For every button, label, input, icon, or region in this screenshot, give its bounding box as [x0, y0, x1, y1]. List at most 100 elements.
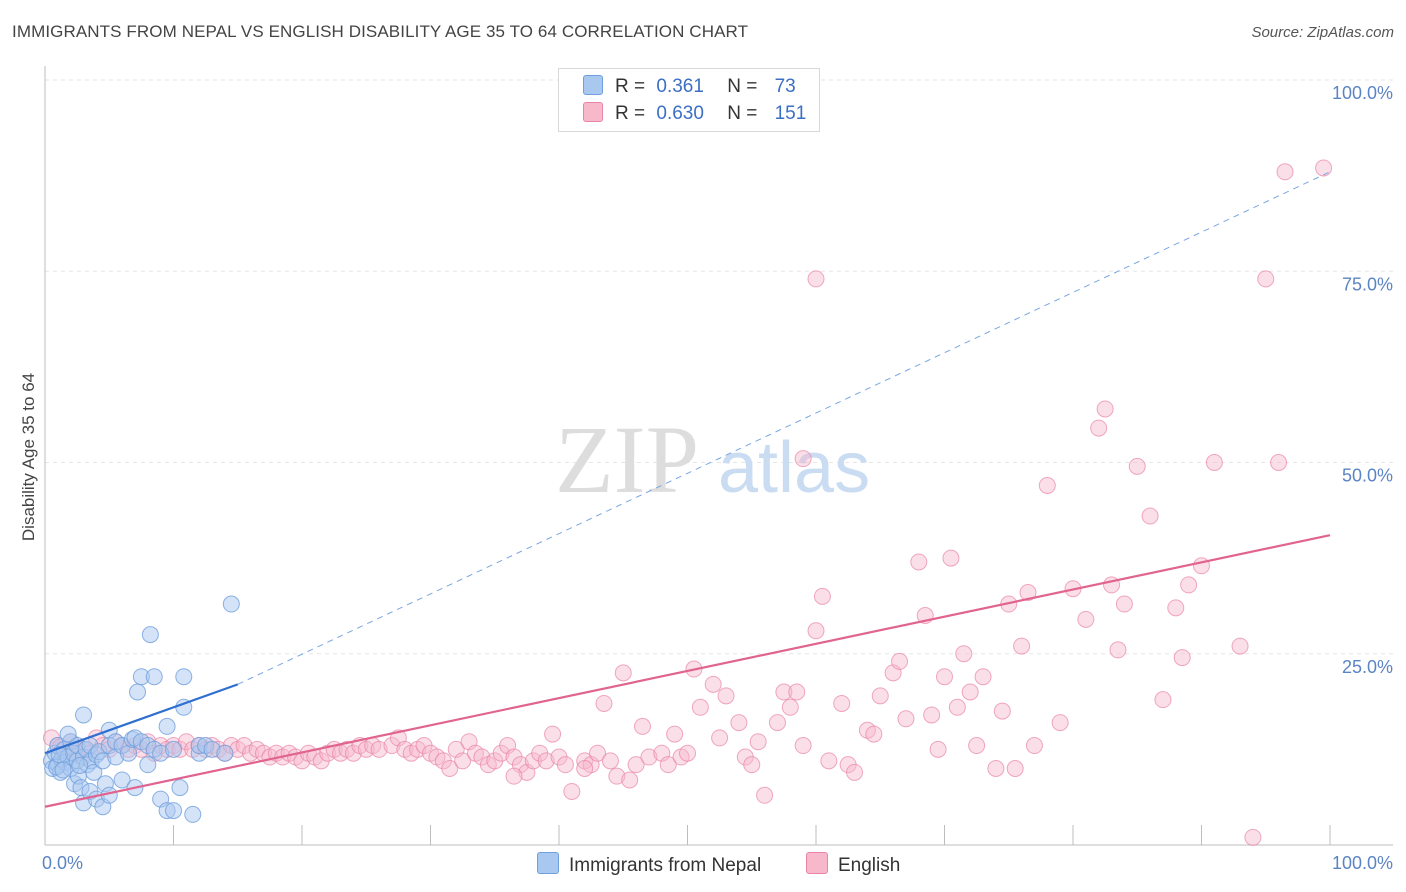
- english-point: [614, 664, 632, 682]
- english-point: [910, 553, 928, 571]
- nepal-point: [75, 706, 93, 724]
- english-point: [1025, 737, 1043, 755]
- legend-n-value: 151: [774, 103, 807, 124]
- english-point: [704, 675, 722, 693]
- bottom-legend-nepal: Immigrants from Nepal: [537, 852, 761, 877]
- nepal-point: [216, 744, 234, 762]
- english-point: [775, 683, 793, 701]
- english-point: [556, 756, 574, 774]
- legend-row-nepal: R = 0.361 N = 73: [583, 75, 796, 99]
- nepal-point: [129, 683, 147, 701]
- english-points: [42, 159, 1333, 846]
- english-point: [961, 683, 979, 701]
- english-point: [1141, 507, 1159, 525]
- english-point: [608, 767, 626, 785]
- english-point: [820, 752, 838, 770]
- english-point: [1077, 610, 1095, 628]
- english-point: [768, 714, 786, 732]
- english-point: [1205, 454, 1223, 471]
- x-tick-label: 0.0%: [42, 853, 83, 873]
- english-point: [537, 752, 555, 770]
- english-point: [659, 756, 677, 774]
- english-point: [627, 756, 645, 774]
- english-point: [897, 710, 915, 728]
- english-point: [987, 760, 1005, 777]
- english-point: [589, 744, 607, 762]
- english-point: [942, 549, 960, 567]
- legend-n-label: N =: [727, 76, 758, 97]
- english-point: [1315, 159, 1333, 177]
- nepal-point: [145, 668, 163, 686]
- english-point: [756, 786, 774, 804]
- english-point: [1173, 649, 1191, 667]
- nepal-trend-extension: [237, 171, 1331, 685]
- english-point: [640, 748, 658, 766]
- grid-lines: [45, 79, 1393, 655]
- english-point: [1109, 641, 1127, 659]
- y-tick-label: 50.0%: [1342, 466, 1393, 486]
- y-axis-label: Disability Age 35 to 64: [19, 373, 38, 541]
- y-tick-label: 100.0%: [1332, 83, 1393, 103]
- english-point: [1276, 163, 1294, 181]
- nepal-trend-line: [44, 683, 239, 755]
- legend: R = 0.361 N = 73 R = 0.630 N = 151: [558, 68, 820, 132]
- bottom-legend-label-english: English: [838, 855, 901, 876]
- english-point: [1019, 584, 1037, 602]
- nepal-point: [165, 740, 182, 758]
- english-point: [993, 702, 1011, 720]
- english-point: [634, 717, 652, 735]
- english-point: [595, 694, 613, 712]
- english-point: [679, 744, 696, 762]
- nepal-point: [71, 756, 89, 774]
- bottom-swatch-nepal: [537, 852, 559, 874]
- english-point: [968, 737, 986, 755]
- nepal-point: [184, 805, 202, 823]
- y-tick-label: 75.0%: [1342, 274, 1393, 294]
- english-point: [621, 771, 639, 789]
- legend-n-value: 73: [774, 76, 796, 97]
- english-point: [576, 760, 594, 777]
- english-point: [1180, 576, 1198, 594]
- english-point: [936, 668, 953, 686]
- english-point: [1270, 454, 1288, 471]
- english-point: [743, 756, 761, 774]
- english-point: [1154, 691, 1172, 709]
- english-point: [1231, 637, 1249, 655]
- english-point: [1090, 419, 1108, 437]
- english-point: [891, 652, 909, 670]
- english-point: [948, 698, 966, 716]
- english-point: [929, 740, 947, 758]
- legend-r-label: R =: [615, 103, 646, 124]
- english-point: [974, 668, 992, 686]
- nepal-point: [139, 756, 157, 774]
- source-label: Source: ZipAtlas.com: [1251, 24, 1394, 41]
- legend-r-label: R =: [615, 76, 646, 97]
- english-point: [1167, 599, 1185, 617]
- english-point: [1051, 714, 1069, 732]
- nepal-point: [165, 802, 182, 820]
- english-point: [601, 752, 619, 770]
- legend-r-value: 0.630: [656, 103, 704, 124]
- bottom-legend-label-nepal: Immigrants from Nepal: [569, 855, 762, 876]
- legend-n-label: N =: [727, 103, 758, 124]
- x-tick-label: 100.0%: [1332, 853, 1393, 873]
- english-point: [1244, 828, 1262, 846]
- english-point: [717, 687, 735, 705]
- english-point: [691, 698, 709, 716]
- english-point: [544, 725, 562, 743]
- english-point: [781, 698, 799, 716]
- english-point: [923, 706, 941, 724]
- english-point: [441, 760, 459, 777]
- english-trend-line: [44, 534, 1331, 808]
- nepal-point: [113, 771, 131, 789]
- tick-labels: 25.0% 50.0% 75.0% 100.0% 0.0% 100.0%: [42, 83, 1393, 873]
- nepal-point: [158, 717, 176, 735]
- english-point: [807, 622, 825, 640]
- english-point: [1128, 457, 1146, 475]
- nepal-points: [42, 595, 240, 823]
- english-point: [730, 714, 748, 732]
- english-point: [1013, 637, 1031, 655]
- nepal-point: [54, 761, 72, 779]
- nepal-point: [175, 668, 193, 686]
- nepal-point: [59, 725, 77, 743]
